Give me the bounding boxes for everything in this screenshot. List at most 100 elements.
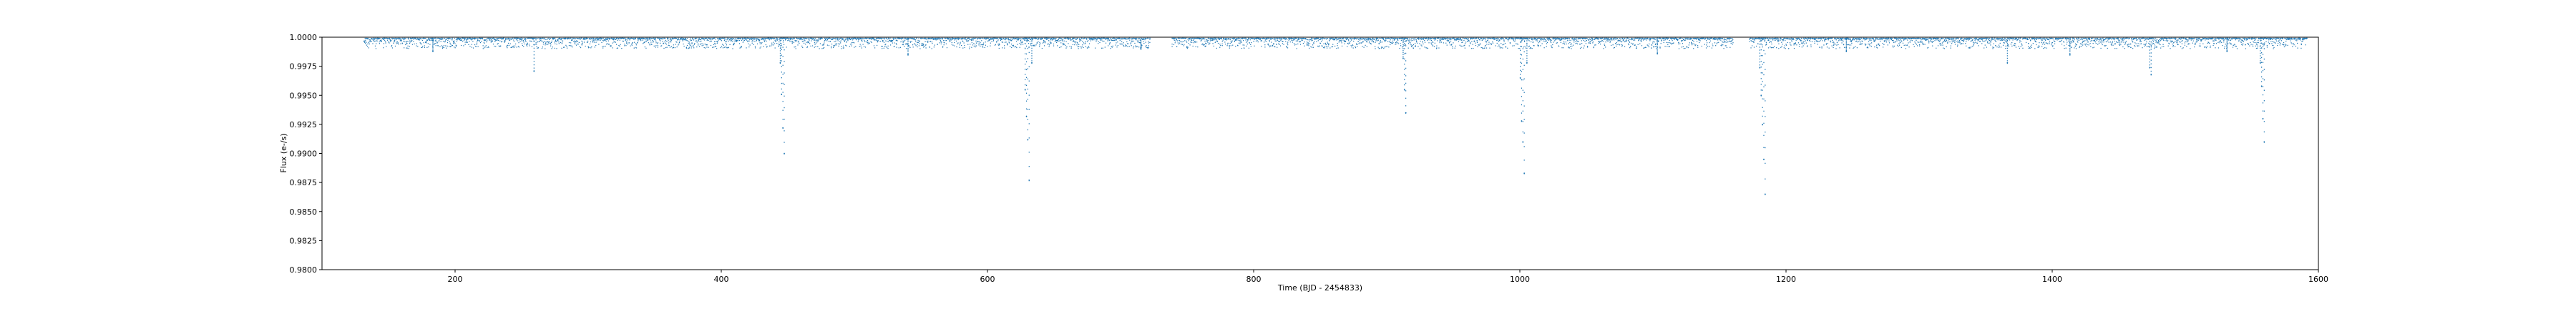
data-point xyxy=(1191,39,1193,41)
data-point xyxy=(1363,46,1365,48)
data-point xyxy=(411,37,414,39)
data-point xyxy=(987,37,989,39)
data-point xyxy=(811,45,814,46)
data-point xyxy=(1017,44,1018,45)
data-point xyxy=(1594,44,1596,46)
data-point xyxy=(563,38,565,39)
data-point xyxy=(784,37,786,39)
data-point xyxy=(1307,44,1309,46)
data-point xyxy=(450,38,452,39)
data-point xyxy=(1135,37,1136,39)
data-point xyxy=(1207,39,1209,41)
data-point xyxy=(1003,38,1005,39)
data-point xyxy=(1012,45,1013,46)
data-point xyxy=(449,42,451,44)
data-point xyxy=(660,38,662,39)
data-point xyxy=(726,44,728,46)
data-point xyxy=(731,37,732,39)
data-point xyxy=(1138,38,1140,39)
data-point xyxy=(1687,37,1689,39)
data-point xyxy=(587,46,589,47)
data-point xyxy=(1304,38,1307,39)
data-point xyxy=(366,38,368,39)
data-point xyxy=(419,37,421,39)
data-point xyxy=(771,42,773,44)
data-point xyxy=(935,37,937,39)
data-point xyxy=(420,43,421,44)
data-point xyxy=(816,39,818,41)
data-point xyxy=(735,39,736,41)
data-point xyxy=(1236,44,1239,46)
baseline-points xyxy=(363,37,2308,49)
data-point xyxy=(1250,37,1252,39)
data-point xyxy=(422,38,424,39)
data-point xyxy=(396,37,398,39)
data-point xyxy=(544,37,545,39)
data-point xyxy=(1078,48,1079,49)
data-point xyxy=(1449,42,1450,44)
data-point xyxy=(1239,38,1241,39)
data-point xyxy=(1452,37,1453,39)
data-point xyxy=(487,46,489,48)
data-point xyxy=(588,46,590,49)
data-point xyxy=(1352,44,1354,46)
data-point xyxy=(814,44,816,45)
data-point xyxy=(618,37,620,39)
data-point xyxy=(1649,40,1651,41)
data-point xyxy=(1355,37,1357,39)
data-point xyxy=(1335,37,1337,39)
data-point xyxy=(706,39,708,41)
data-point xyxy=(535,42,537,44)
data-point xyxy=(1709,37,1711,39)
data-point xyxy=(980,38,981,39)
data-point xyxy=(1138,41,1141,44)
data-point xyxy=(910,38,912,39)
data-point xyxy=(464,41,466,43)
data-point xyxy=(561,47,562,49)
data-point xyxy=(1559,39,1561,41)
data-point xyxy=(1282,37,1284,39)
data-point xyxy=(1101,39,1103,41)
data-point xyxy=(686,44,688,46)
data-point xyxy=(1657,40,1659,41)
data-point xyxy=(512,37,514,39)
data-point xyxy=(631,44,633,46)
data-point xyxy=(417,39,419,40)
data-point xyxy=(1212,37,1214,39)
data-point xyxy=(1453,37,1455,39)
data-point xyxy=(1604,37,1606,39)
data-point xyxy=(1242,37,1244,39)
data-point xyxy=(840,42,841,44)
data-point xyxy=(860,37,862,39)
data-point xyxy=(823,44,824,46)
data-point xyxy=(834,44,836,46)
data-point xyxy=(827,38,829,39)
data-point xyxy=(821,38,823,39)
data-point xyxy=(731,39,733,41)
data-point xyxy=(1646,44,1648,46)
data-point xyxy=(525,40,526,41)
data-point xyxy=(814,46,815,48)
data-point xyxy=(568,41,570,44)
data-point xyxy=(1229,47,1230,49)
data-point xyxy=(1493,39,1495,40)
data-point xyxy=(1307,39,1309,41)
data-point xyxy=(1352,44,1354,46)
data-point xyxy=(573,37,575,39)
data-point xyxy=(1238,39,1239,41)
data-point xyxy=(652,39,653,41)
data-point xyxy=(626,41,628,43)
data-point xyxy=(1082,44,1083,46)
data-point xyxy=(1060,46,1062,48)
data-point xyxy=(448,37,449,39)
data-point xyxy=(940,38,942,39)
data-point xyxy=(628,37,629,39)
data-point xyxy=(587,37,588,39)
data-point xyxy=(1402,39,1404,40)
data-point xyxy=(1677,39,1679,41)
data-point xyxy=(676,41,678,43)
data-point xyxy=(1440,37,1441,39)
data-point xyxy=(384,37,385,39)
data-point xyxy=(706,46,708,48)
data-point xyxy=(1437,40,1438,41)
